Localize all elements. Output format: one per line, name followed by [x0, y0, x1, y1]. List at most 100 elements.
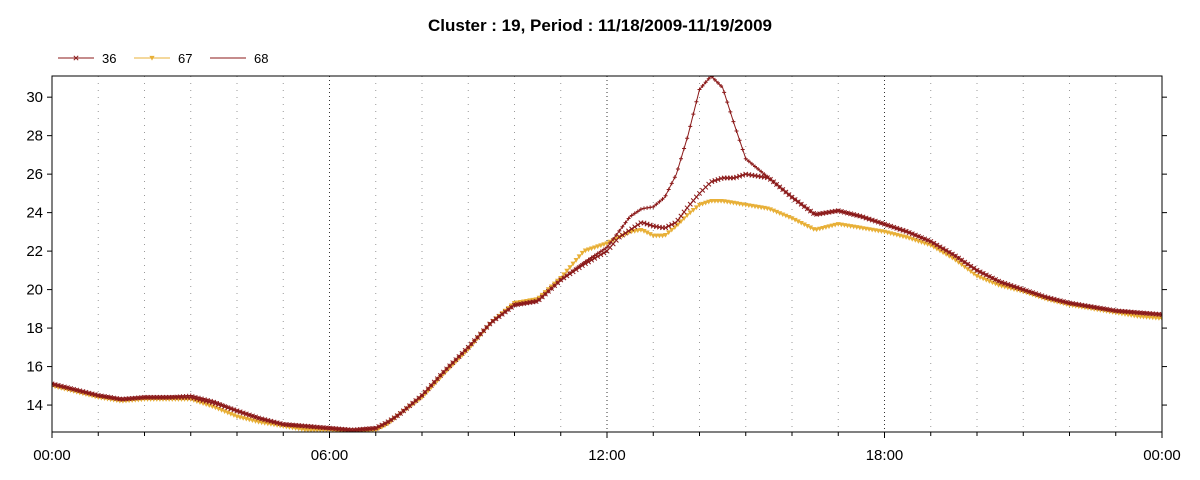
data-point-36 [502, 309, 508, 315]
data-point-67 [595, 244, 601, 250]
data-point-68 [632, 211, 637, 216]
data-point-67 [814, 227, 820, 233]
data-point-67 [573, 258, 579, 263]
data-point-68 [660, 197, 665, 202]
data-point-36 [237, 409, 243, 415]
data-point-68 [756, 167, 761, 172]
data-point-36 [222, 404, 228, 410]
data-point-36 [635, 222, 641, 228]
data-point-67 [703, 200, 709, 206]
data-point-36 [663, 225, 669, 231]
data-point-36 [715, 176, 721, 183]
y-tick-label: 28 [26, 128, 43, 145]
data-point-36 [1005, 281, 1011, 288]
data-point-68 [706, 76, 711, 81]
data-point-36 [622, 230, 629, 236]
data-point-36 [576, 265, 582, 271]
data-point-68 [716, 80, 720, 85]
data-point-36 [1014, 284, 1020, 291]
data-point-36 [681, 209, 687, 215]
data-point-68 [645, 205, 650, 210]
data-point-67 [659, 233, 666, 239]
data-point-68 [583, 259, 588, 264]
data-point-36 [1029, 290, 1036, 296]
data-point-36 [737, 173, 743, 179]
data-point-36 [931, 240, 937, 246]
data-point-36 [795, 199, 801, 205]
data-point-36 [878, 220, 884, 226]
data-point-36 [922, 236, 928, 242]
data-point-36 [891, 224, 897, 230]
data-point-36 [508, 304, 514, 310]
data-point-68 [722, 90, 727, 95]
data-point-67 [1159, 316, 1162, 322]
data-point-36 [857, 213, 863, 219]
data-point-36 [925, 237, 931, 243]
data-point-36 [647, 222, 653, 228]
data-point-36 [666, 223, 672, 229]
data-point-67 [696, 202, 703, 208]
data-point-36 [252, 414, 259, 420]
data-point-36 [598, 252, 604, 258]
y-tick-label: 18 [26, 320, 43, 337]
data-point-36 [949, 251, 955, 257]
data-point-36 [256, 415, 262, 421]
data-point-67 [977, 275, 983, 281]
data-point-36 [959, 257, 965, 263]
data-point-67 [952, 257, 959, 263]
data-point-36 [866, 216, 872, 222]
data-point-36 [872, 218, 878, 224]
data-point-36 [626, 228, 632, 234]
data-point-36 [894, 225, 900, 231]
data-point-36 [1039, 293, 1045, 299]
data-point-67 [767, 207, 774, 213]
data-point-36 [616, 234, 622, 240]
data-point-67 [807, 225, 814, 231]
data-point-36 [564, 273, 570, 279]
data-point-67 [570, 261, 576, 267]
data-point-36 [493, 316, 499, 322]
data-point-36 [996, 278, 1002, 284]
y-tick-label: 22 [26, 243, 43, 260]
data-point-36 [1011, 283, 1017, 290]
data-point-68 [605, 245, 609, 250]
data-point-36 [906, 229, 912, 236]
data-point-36 [490, 318, 496, 324]
data-point-67 [635, 228, 641, 234]
data-point-36 [789, 194, 795, 200]
legend-label: 68 [254, 51, 268, 66]
y-tick-label: 16 [26, 359, 43, 376]
data-point-67 [980, 276, 986, 282]
data-point-68 [654, 202, 659, 207]
data-point-36 [496, 313, 502, 320]
y-tick-label: 14 [26, 397, 43, 414]
data-point-68 [648, 205, 653, 210]
data-point-68 [666, 187, 671, 192]
data-point-68 [663, 193, 668, 198]
data-point-68 [682, 146, 687, 151]
data-point-36 [860, 214, 866, 220]
data-point-36 [811, 210, 817, 216]
data-point-36 [989, 275, 995, 281]
data-point-36 [391, 415, 397, 421]
data-point-67 [773, 209, 780, 215]
data-point-36 [561, 275, 567, 281]
data-point-67 [826, 224, 832, 230]
data-point-67 [783, 213, 789, 219]
data-point-36 [918, 235, 925, 241]
data-point-36 [801, 203, 807, 210]
data-point-36 [946, 249, 952, 255]
data-point-68 [700, 83, 705, 88]
data-point-36 [505, 307, 511, 313]
data-point-36 [1023, 288, 1029, 294]
data-point-67 [770, 208, 777, 214]
data-point-67 [706, 199, 712, 205]
data-point-67 [804, 224, 811, 229]
data-point-36 [234, 408, 240, 414]
data-point-67 [798, 220, 804, 226]
data-point-67 [592, 245, 598, 251]
grid [97, 76, 1117, 432]
data-point-67 [582, 248, 589, 254]
data-point-36 [952, 253, 958, 259]
series-layer [52, 76, 1162, 432]
